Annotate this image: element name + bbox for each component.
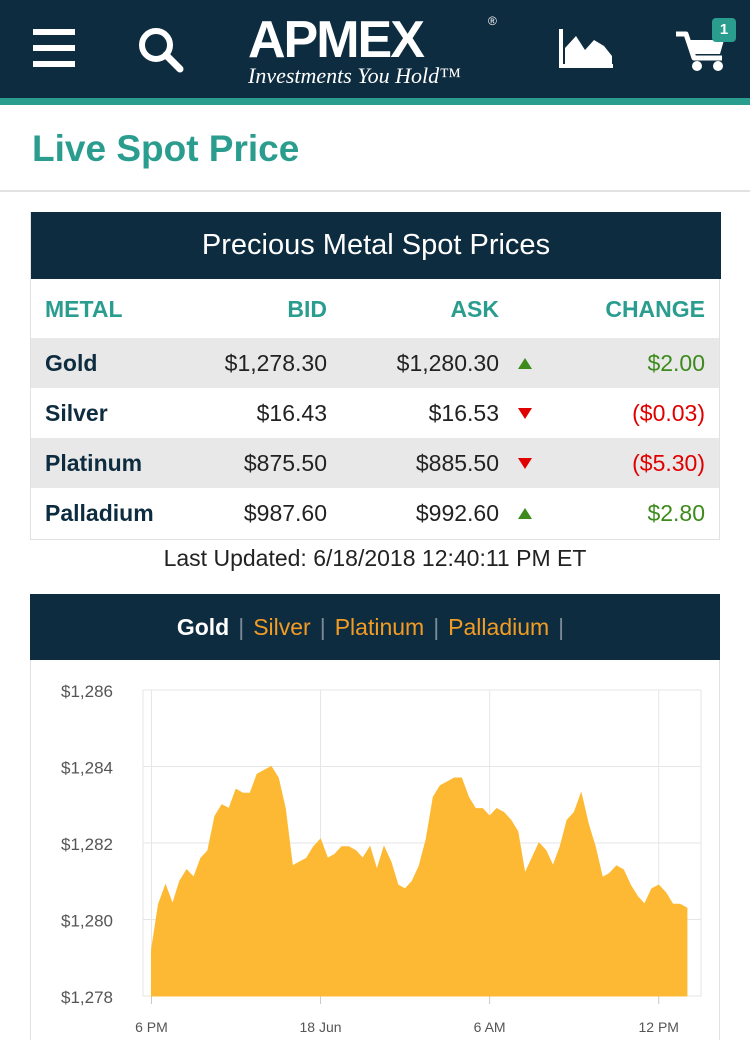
price-change: ($0.03) <box>632 400 705 426</box>
cart-count-badge[interactable]: 1 <box>712 18 736 42</box>
tab-separator: | <box>238 614 245 640</box>
bid-price: $875.50 <box>243 450 327 476</box>
y-tick-label: $1,284 <box>61 759 113 778</box>
ask-price: $992.60 <box>415 500 499 526</box>
menu-line <box>33 29 75 35</box>
gold-price-area-series <box>150 765 688 997</box>
x-tick-label: 6 PM <box>135 1019 168 1035</box>
hamburger-menu-icon[interactable] <box>33 27 75 69</box>
price-change: $2.80 <box>647 500 705 526</box>
ask-price: $1,280.30 <box>396 350 499 376</box>
title-divider <box>0 190 750 192</box>
metal-chart-tabs: Gold | Silver | Platinum | Palladium | <box>30 594 720 660</box>
change-arrow-icon <box>518 358 532 369</box>
bid-price: $16.43 <box>256 400 327 426</box>
header-accent-strip <box>0 98 750 105</box>
search-icon[interactable] <box>135 24 187 76</box>
page-title: Live Spot Price <box>32 128 300 169</box>
table-row-silver: Silver $16.43 $16.53 ($0.03) <box>31 388 719 438</box>
area-chart-icon[interactable] <box>558 26 616 70</box>
change-arrow-icon <box>518 408 532 419</box>
table-row-gold: Gold $1,278.30 $1,280.30 $2.00 <box>31 338 719 388</box>
ask-price: $885.50 <box>415 450 499 476</box>
y-tick-label: $1,278 <box>61 988 113 1007</box>
x-tick-label: 6 AM <box>474 1019 506 1035</box>
search-icon-graphic <box>139 28 184 73</box>
ask-price: $16.53 <box>428 400 499 426</box>
table-row-platinum: Platinum $875.50 $885.50 ($5.30) <box>31 438 719 488</box>
bid-price: $1,278.30 <box>224 350 327 376</box>
change-arrow-icon <box>518 458 532 469</box>
gold-price-area-chart[interactable]: $1,278 $1,280 $1,282 $1,284 $1,286 6 PM 18 Jun… <box>31 660 721 1040</box>
logo-brand-text: APMEX <box>248 11 425 69</box>
area-chart-icon-graphic <box>559 29 613 68</box>
tab-separator: | <box>319 614 326 640</box>
metal-name: Platinum <box>45 450 143 476</box>
tab-separator: | <box>433 614 440 640</box>
apmex-logo[interactable]: APMEX ® Investments You Hold™ <box>240 12 510 90</box>
shopping-cart-icon-graphic <box>676 31 724 71</box>
spot-table-title: Precious Metal Spot Prices <box>31 212 721 279</box>
y-tick-label: $1,286 <box>61 682 113 701</box>
tab-platinum[interactable]: Platinum <box>334 614 425 640</box>
menu-line <box>33 61 75 67</box>
price-change: ($5.30) <box>632 450 705 476</box>
bid-price: $987.60 <box>243 500 327 526</box>
price-chart-panel: $1,278 $1,280 $1,282 $1,284 $1,286 6 PM 18 Jun… <box>30 660 720 1040</box>
metal-name: Silver <box>45 400 108 426</box>
column-header-ask: ASK <box>450 296 499 322</box>
tab-separator: | <box>558 614 565 640</box>
x-tick-label: 12 PM <box>638 1019 678 1035</box>
metal-name: Palladium <box>45 500 154 526</box>
tab-silver[interactable]: Silver <box>253 614 311 640</box>
menu-line <box>33 45 75 51</box>
column-header-metal: METAL <box>45 296 123 322</box>
last-updated-timestamp: Last Updated: 6/18/2018 12:40:11 PM ET <box>163 545 587 571</box>
column-header-bid: BID <box>287 296 327 322</box>
tab-gold[interactable]: Gold <box>176 614 230 640</box>
y-tick-label: $1,282 <box>61 835 113 854</box>
y-tick-label: $1,280 <box>61 912 113 931</box>
change-arrow-icon <box>518 508 532 519</box>
table-row-palladium: Palladium $987.60 $992.60 $2.80 <box>31 488 719 538</box>
logo-tagline: Investments You Hold™ <box>248 63 461 88</box>
spot-price-table: Precious Metal Spot Prices METAL BID ASK… <box>30 212 721 540</box>
price-change: $2.00 <box>647 350 705 376</box>
top-navigation-bar <box>0 0 750 98</box>
logo-registered-mark: ® <box>488 14 497 28</box>
tab-palladium[interactable]: Palladium <box>448 614 550 640</box>
x-tick-label: 18 Jun <box>300 1019 342 1035</box>
metal-name: Gold <box>45 350 98 376</box>
column-header-change: CHANGE <box>605 296 705 322</box>
shopping-cart-icon[interactable] <box>672 20 738 76</box>
